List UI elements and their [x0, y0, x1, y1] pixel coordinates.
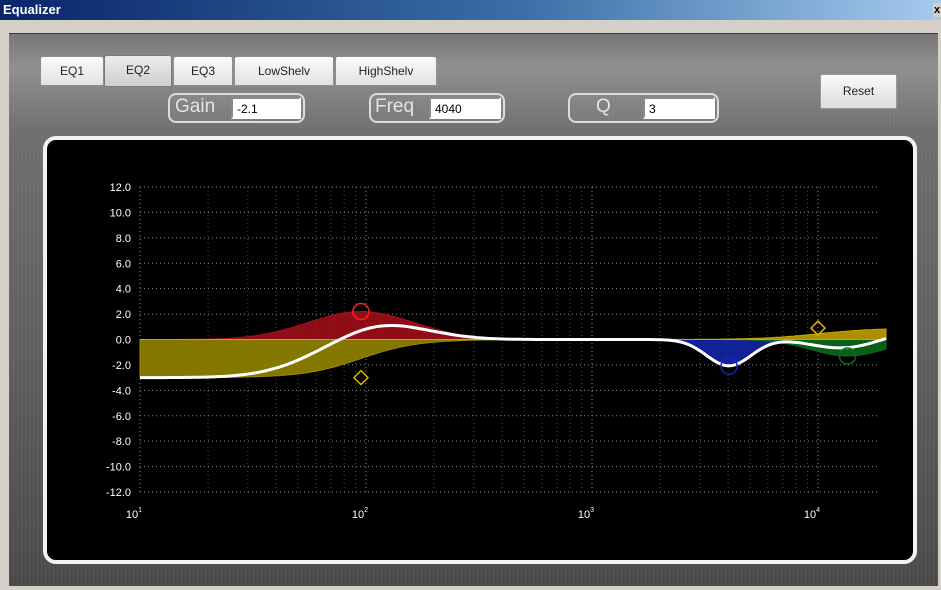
x-tick-label: 102	[352, 507, 368, 521]
tab-highshelv[interactable]: HighShelv	[335, 56, 437, 86]
tab-eq3[interactable]: EQ3	[173, 56, 233, 86]
band-handle-eq1[interactable]	[352, 302, 370, 321]
tab-eq1[interactable]: EQ1	[40, 56, 104, 86]
y-tick-label: 2.0	[116, 309, 131, 321]
freq-label: Freq	[375, 96, 415, 117]
y-tick-label: -6.0	[112, 411, 131, 423]
window-title: Equalizer	[3, 2, 61, 17]
y-tick-label: 6.0	[116, 258, 131, 270]
band-area-lowshelv	[139, 339, 887, 379]
gain-input[interactable]: -2.1	[231, 97, 301, 119]
y-tick-label: -12.0	[106, 487, 131, 499]
band-handle-lowshelv[interactable]	[352, 369, 370, 386]
q-label: Q	[596, 96, 611, 117]
band-handle-eq2[interactable]	[720, 357, 738, 375]
eq-response-plot[interactable]: 12.0 10.0 8.0 6.0 4.0 2.0 0.0 -2.0 -4.0 -6.0 -8.0 -…	[47, 140, 913, 560]
y-tick-label: -10.0	[106, 462, 131, 474]
y-tick-label: -2.0	[112, 360, 131, 372]
y-tick-label: -4.0	[112, 385, 131, 397]
y-tick-label: 10.0	[110, 207, 131, 219]
y-tick-label: 8.0	[116, 233, 131, 245]
band-handle-highshelv[interactable]	[809, 320, 827, 337]
gain-label: Gain	[175, 96, 216, 117]
total-response-curve	[140, 324, 887, 380]
tab-eq2[interactable]: EQ2	[104, 55, 172, 87]
x-tick-label: 101	[126, 507, 142, 521]
y-tick-label: 4.0	[116, 284, 131, 296]
band-area-eq1	[140, 310, 887, 340]
x-tick-label: 104	[804, 507, 820, 521]
close-icon[interactable]: x	[933, 3, 941, 17]
y-tick-label: 12.0	[110, 182, 131, 194]
tab-lowshelv[interactable]: LowShelv	[234, 56, 334, 86]
band-handle-eq3[interactable]	[838, 347, 857, 365]
eq-plot-frame: 12.0 10.0 8.0 6.0 4.0 2.0 0.0 -2.0 -4.0 -6.0 -8.0 -…	[43, 136, 917, 564]
q-input[interactable]: 3	[643, 97, 715, 119]
x-tick-label: 103	[578, 507, 594, 521]
title-bar: Equalizer x	[0, 0, 941, 20]
y-tick-label: -8.0	[112, 436, 131, 448]
reset-button[interactable]: Reset	[820, 74, 897, 109]
y-tick-label: 0.0	[116, 335, 131, 347]
freq-input[interactable]: 4040	[429, 97, 501, 119]
